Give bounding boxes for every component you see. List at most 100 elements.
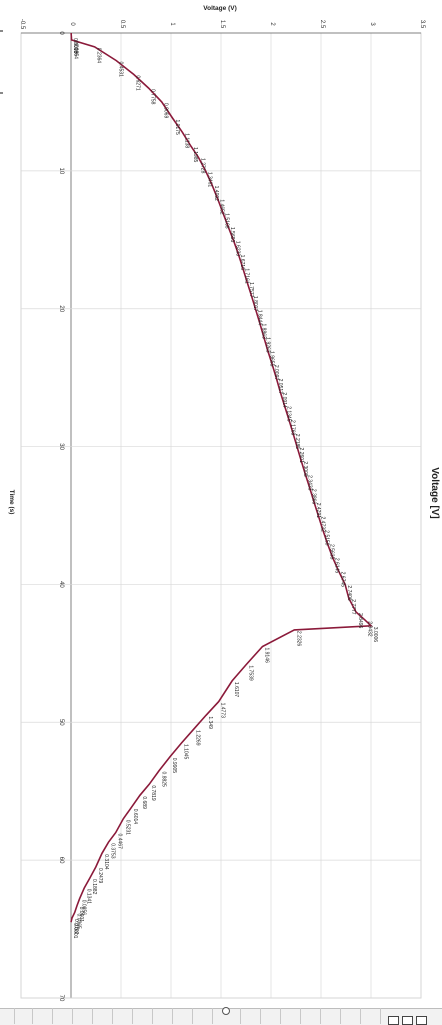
x-tick-label: 10 xyxy=(58,168,64,175)
y-tick-label: 3.5 xyxy=(419,20,425,29)
data-label: 2.3866 xyxy=(311,489,317,505)
data-label: 2.9432 xyxy=(366,621,372,637)
data-label: 0.6271 xyxy=(135,75,141,91)
data-label: 2.1768 xyxy=(290,420,296,436)
column-divider xyxy=(14,1008,15,1024)
data-label: 1.6716 xyxy=(239,255,245,271)
y-tick-label: 1 xyxy=(169,22,175,26)
column-divider xyxy=(380,1008,381,1024)
data-label: 0.7758 xyxy=(150,89,156,105)
row-marker xyxy=(0,92,3,94)
voltage-series-line xyxy=(70,33,374,923)
column-divider xyxy=(72,1008,73,1024)
data-label: 0.4531 xyxy=(117,62,123,78)
data-label: 1.8863 xyxy=(261,324,267,340)
y-tick-label: 2 xyxy=(269,22,275,26)
data-label: 0.3753 xyxy=(110,843,116,859)
data-label: 0.0018 xyxy=(72,38,78,54)
data-label: 1.4773 xyxy=(220,703,226,719)
column-divider xyxy=(92,1008,93,1024)
axis-ticks: -0.5 0 0.5 1 1.5 2 2.5 3 3.5 0 10 20 30 40 50 60 70 xyxy=(19,19,425,1002)
data-label: 0.0001 xyxy=(72,923,78,939)
data-label: 2.2601 xyxy=(298,448,304,464)
data-label: 0.5231 xyxy=(124,820,130,836)
data-label: 1.9146 xyxy=(263,647,269,663)
data-label: 1.7539 xyxy=(247,665,253,681)
data-label: 1.6233 xyxy=(234,241,240,257)
data-label: 1.3461 xyxy=(207,172,213,188)
data-label: 1.4652 xyxy=(219,199,225,215)
data-label: 1.6107 xyxy=(233,682,239,698)
y-tick-label: 3 xyxy=(369,22,375,26)
data-label: 0.4467 xyxy=(117,834,123,850)
chart-resize-handle[interactable] xyxy=(222,1007,230,1015)
y-tick-label: -0.5 xyxy=(19,19,25,30)
chart-title: Voltage (V) xyxy=(203,5,236,12)
data-label: 2.2185 xyxy=(294,434,300,450)
data-label: 1.7577 xyxy=(248,282,254,298)
data-label: 2.3008 xyxy=(302,461,308,477)
data-label: 0.3104 xyxy=(103,854,109,870)
data-label: 2.0097 xyxy=(273,365,279,381)
data-label: 0.7819 xyxy=(150,785,156,801)
data-label: 1.8017 xyxy=(252,296,258,312)
data-label: 1.8444 xyxy=(256,310,262,326)
data-label: 2.2326 xyxy=(295,631,301,647)
data-label: 1.2269 xyxy=(195,730,201,746)
column-divider xyxy=(300,1008,301,1024)
x-axis-title: Time (s) xyxy=(8,490,15,515)
data-label: 0.6014 xyxy=(132,809,138,825)
data-label: 0.0601 xyxy=(78,907,84,923)
data-label: 0.9905 xyxy=(171,758,177,774)
column-divider xyxy=(260,1008,261,1024)
data-label: 1.5168 xyxy=(224,213,230,229)
y-tick-label: 0.5 xyxy=(119,20,125,29)
data-label: 1.4092 xyxy=(213,186,219,202)
data-label: 1.9263 xyxy=(265,337,271,353)
data-label: 2.3433 xyxy=(306,475,312,491)
column-divider xyxy=(340,1008,341,1024)
x-tick-label: 70 xyxy=(58,995,64,1002)
data-label: 1.349 xyxy=(207,716,213,729)
column-divider xyxy=(212,1008,213,1024)
x-tick-label: 30 xyxy=(58,443,64,450)
data-label: 3.0006 xyxy=(372,627,378,643)
data-label: 0.9069 xyxy=(163,103,169,119)
data-label: 0.689 xyxy=(141,796,147,809)
data-label: 2.1345 xyxy=(285,406,291,422)
column-divider xyxy=(280,1008,281,1024)
column-divider xyxy=(112,1008,113,1024)
data-label: 2.4732 xyxy=(319,517,325,533)
data-label: 1.1045 xyxy=(182,744,188,760)
legend-entry: Voltage [V] xyxy=(429,467,440,518)
y-tick-label: 0 xyxy=(69,22,75,26)
y-tick-label: 2.5 xyxy=(319,20,325,29)
data-label: 1.2728 xyxy=(199,158,205,174)
data-label: 2.0517 xyxy=(277,379,283,395)
data-label: 1.9655 xyxy=(269,351,275,367)
data-label: 0.0856 xyxy=(81,900,87,916)
data-label: 0.0054 xyxy=(73,44,79,60)
data-label: 2.6745 xyxy=(339,572,345,588)
grid xyxy=(20,32,422,999)
data-label: 2.7406 xyxy=(346,585,352,601)
column-divider xyxy=(240,1008,241,1024)
data-label: 2.8496 xyxy=(357,613,363,629)
column-divider xyxy=(32,1008,33,1024)
data-label: 1.7161 xyxy=(244,268,250,284)
data-label: 1.1985 xyxy=(192,147,198,163)
column-divider xyxy=(172,1008,173,1024)
data-label: 0.2364 xyxy=(96,48,102,64)
data-label: 2.6145 xyxy=(333,558,339,574)
data-label: 0.0102 xyxy=(73,919,79,935)
column-divider xyxy=(192,1008,193,1024)
data-label: 0.2479 xyxy=(97,868,103,884)
data-label: 2.5635 xyxy=(328,544,334,560)
data-label: 0.1341 xyxy=(85,889,91,905)
data-label: 1.0175 xyxy=(174,119,180,135)
y-tick-label: 1.5 xyxy=(219,20,225,29)
column-divider xyxy=(320,1008,321,1024)
column-divider xyxy=(360,1008,361,1024)
